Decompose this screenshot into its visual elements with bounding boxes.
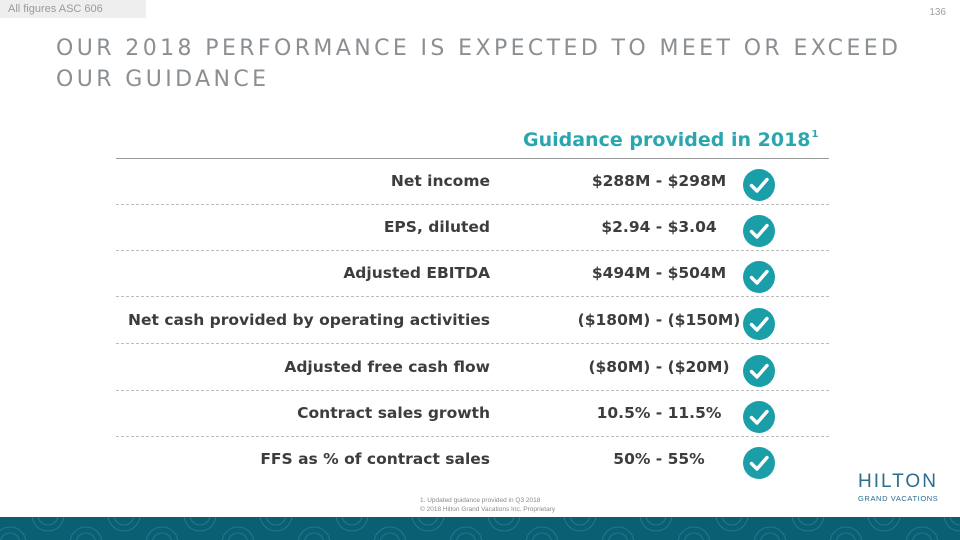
checkmark-circle-icon [743,401,775,433]
logo-wordmark: HILTON [858,471,938,492]
copyright-text: © 2018 Hilton Grand Vacations Inc. Propr… [420,506,556,513]
checkmark-circle-icon [743,308,775,340]
table-row: Adjusted free cash flow ($80M) - ($20M) [116,345,829,391]
row-divider [116,250,829,251]
metric-label: Contract sales growth [297,404,490,422]
guidance-value: $494M - $504M [591,264,727,282]
table-row: Net income $288M - $298M [116,159,829,205]
table-row: Contract sales growth 10.5% - 11.5% [116,391,829,437]
hilton-grand-vacations-logo: HILTON GRAND VACATIONS [858,471,940,504]
checkmark-circle-icon [743,355,775,387]
decorative-footer-band [0,517,960,540]
checkmark-circle-icon [743,261,775,293]
header-divider [116,158,829,159]
row-divider [116,436,829,437]
guidance-column-header-text: Guidance provided in 2018 [523,129,811,151]
metric-label: Adjusted free cash flow [284,358,490,376]
guidance-value: $288M - $298M [591,172,727,190]
page-number: 136 [929,7,946,18]
guidance-value: 10.5% - 11.5% [596,404,722,422]
row-divider [116,204,829,205]
table-row: FFS as % of contract sales 50% - 55% [116,437,829,483]
row-divider [116,390,829,391]
guidance-column-header: Guidance provided in 20181 [523,129,818,151]
footnote-text: 1. Updated guidance provided in Q3 2018 [420,497,541,504]
checkmark-circle-icon [743,169,775,201]
row-divider [116,296,829,297]
logo-subtitle: GRAND VACATIONS [858,494,939,503]
slide-title: OUR 2018 PERFORMANCE IS EXPECTED TO MEET… [56,36,902,92]
metric-label: Net cash provided by operating activitie… [128,311,490,329]
row-divider [116,343,829,344]
guidance-value: ($180M) - ($150M) [577,311,741,329]
guidance-value: $2.94 - $3.04 [601,218,717,236]
table-row: Adjusted EBITDA $494M - $504M [116,251,829,297]
metric-label: Adjusted EBITDA [343,264,490,282]
metric-label: FFS as % of contract sales [260,450,490,468]
guidance-value: ($80M) - ($20M) [588,358,730,376]
metric-label: EPS, diluted [383,218,490,236]
metric-label: Net income [390,172,490,190]
footnote: 1. Updated guidance provided in Q3 2018 … [420,496,555,514]
footnote-marker: 1 [811,129,819,140]
circle-pattern [0,517,960,540]
table-row: EPS, diluted $2.94 - $3.04 [116,205,829,251]
table-row: Net cash provided by operating activitie… [116,298,829,344]
checkmark-circle-icon [743,215,775,247]
figures-note-tag: All figures ASC 606 [0,0,146,18]
checkmark-circle-icon [743,447,775,479]
guidance-value: 50% - 55% [613,450,705,468]
